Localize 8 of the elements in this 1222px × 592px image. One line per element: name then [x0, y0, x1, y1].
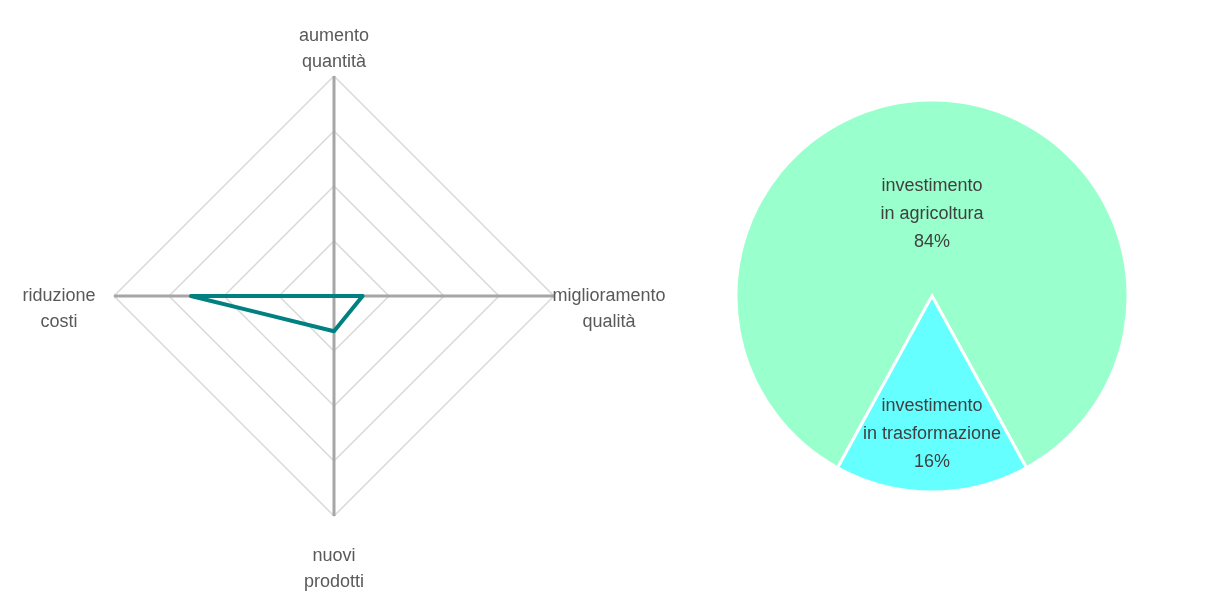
spoke-label: aumento quantità [298, 25, 370, 72]
slice-label: investimento in trasformazione [862, 395, 1002, 443]
slice-label: investimento in agricoltura [880, 175, 985, 223]
spoke-label: miglioramento qualità [552, 285, 666, 331]
spoke-label: nuovi prodotti [303, 544, 365, 591]
spoke-label: riduzione costi [22, 285, 96, 331]
data-label: 16% [913, 451, 951, 471]
data-label: 84% [913, 231, 951, 251]
